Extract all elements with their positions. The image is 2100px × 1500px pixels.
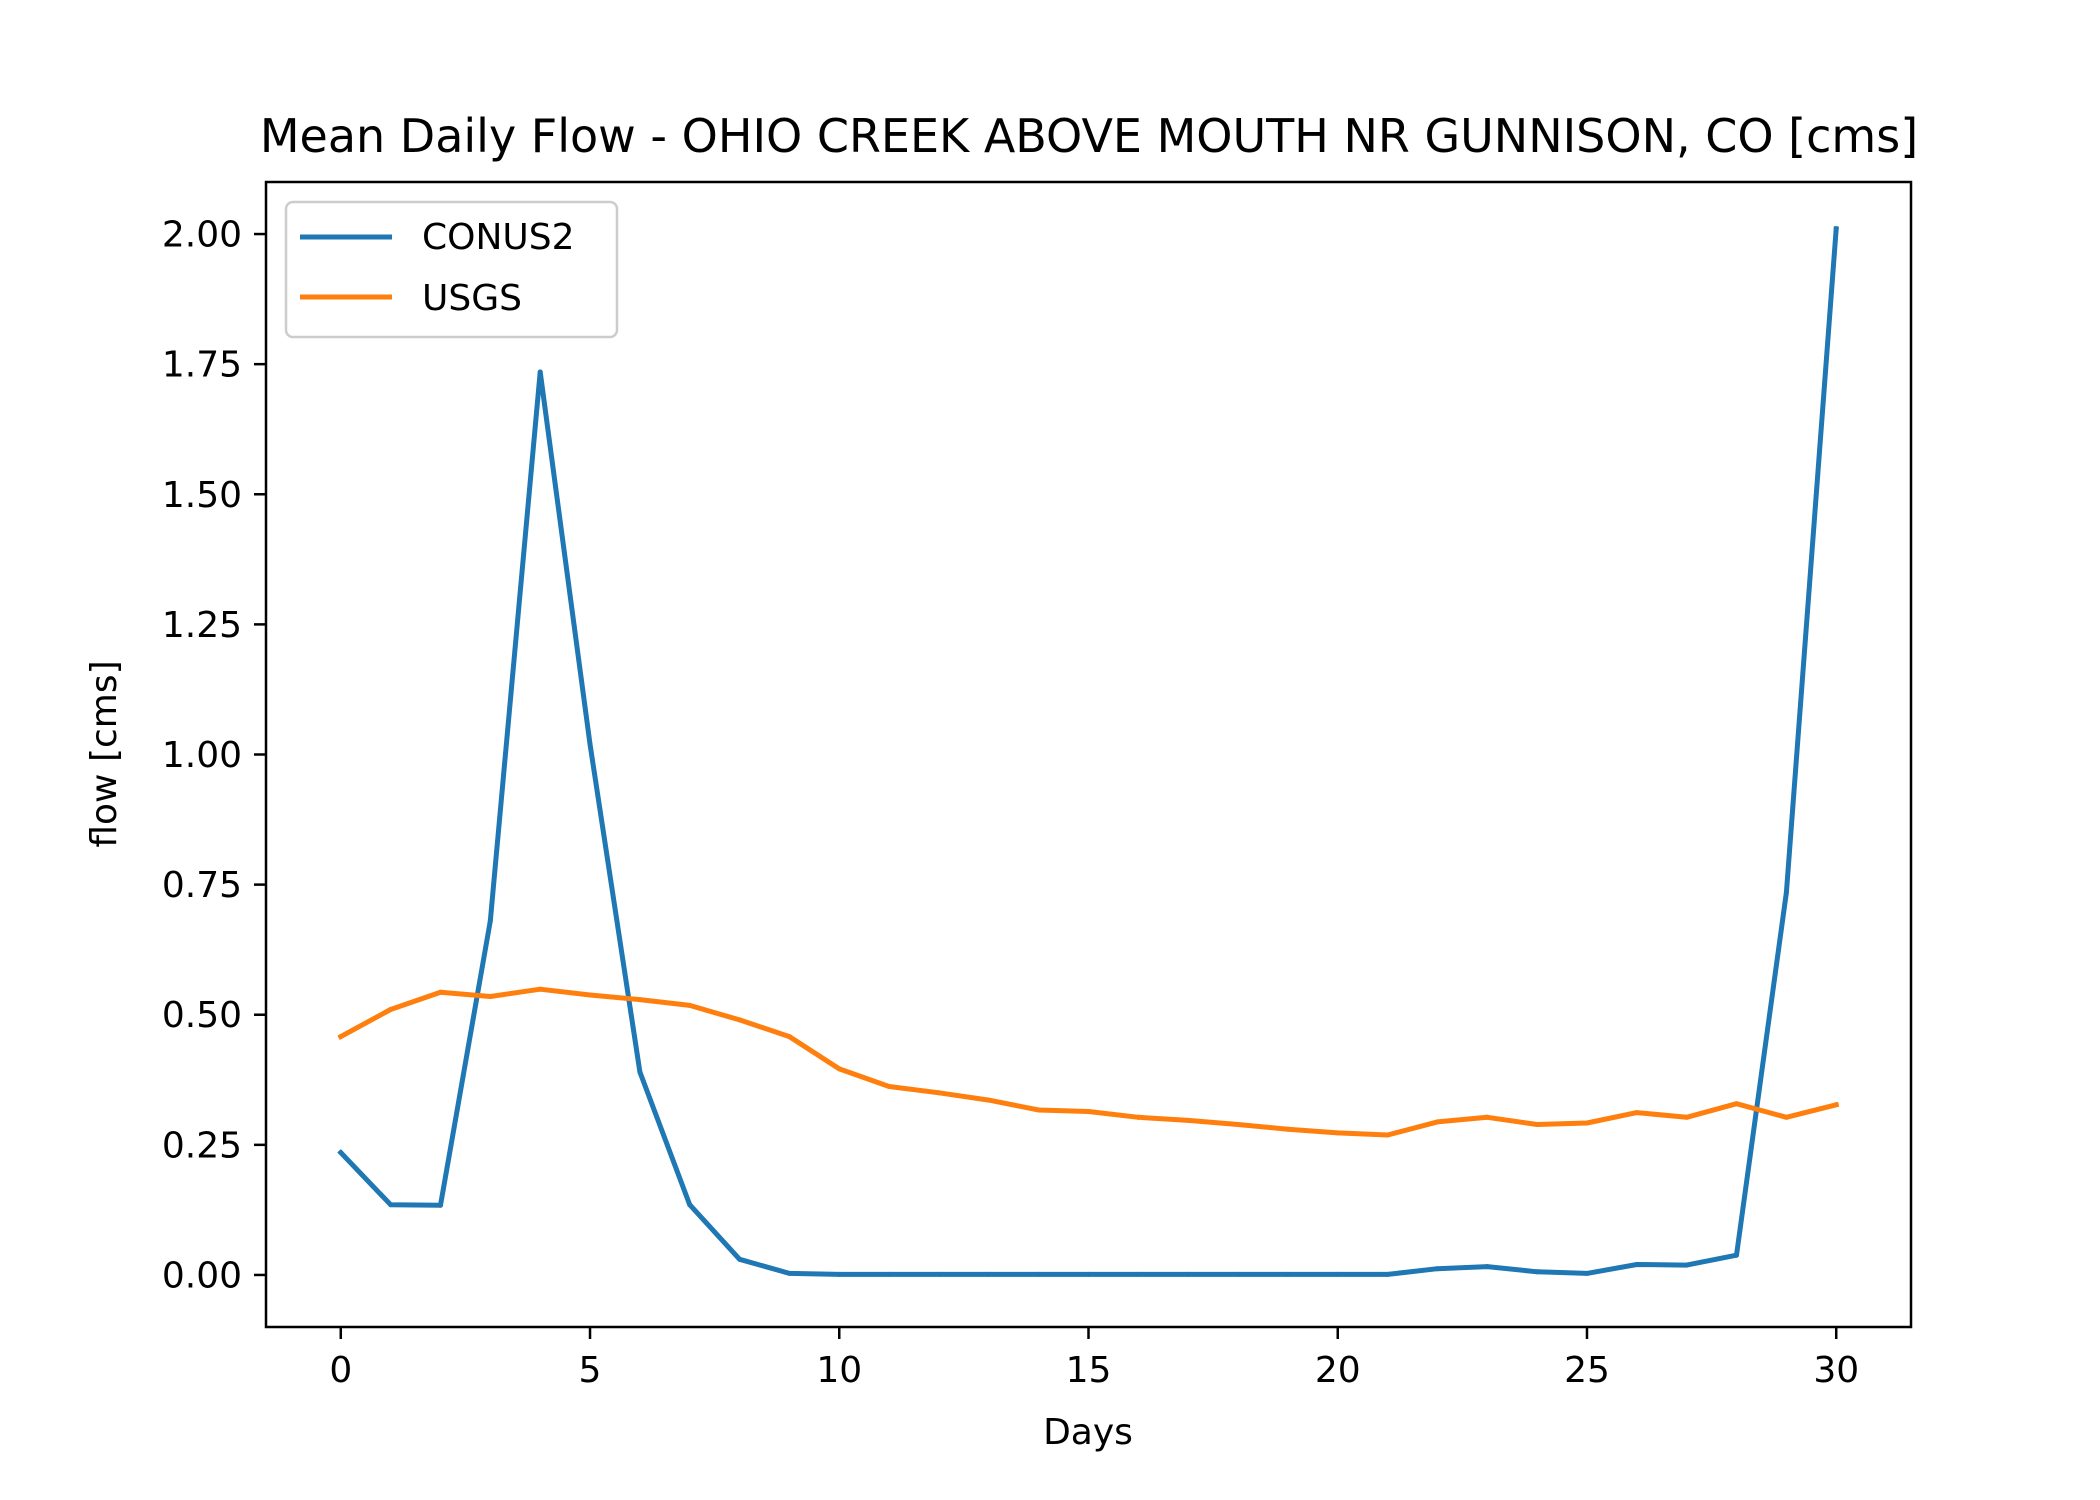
y-tick-label: 2.00 (162, 215, 242, 256)
data-point-usgs-26 (1634, 1110, 1640, 1116)
data-point-usgs-7 (687, 1002, 693, 1008)
data-point-usgs-10 (836, 1066, 842, 1072)
data-point-conus2-2 (438, 1202, 443, 1208)
x-tick-label: 5 (579, 1350, 602, 1391)
data-point-conus2-15 (1086, 1271, 1091, 1277)
data-point-conus2-20 (1335, 1271, 1341, 1277)
x-tick-label: 10 (816, 1350, 862, 1391)
y-tick-label: 0.50 (162, 995, 242, 1036)
y-tick-label: 1.75 (162, 345, 242, 386)
data-point-usgs-3 (487, 994, 493, 999)
data-point-usgs-16 (1135, 1114, 1141, 1120)
data-point-usgs-25 (1584, 1120, 1590, 1126)
data-point-usgs-17 (1185, 1117, 1191, 1123)
data-point-conus2-3 (487, 918, 493, 924)
data-point-conus2-19 (1285, 1271, 1291, 1277)
data-point-conus2-9 (786, 1270, 792, 1276)
data-point-usgs-5 (587, 992, 593, 998)
data-point-usgs-9 (786, 1034, 792, 1040)
data-point-usgs-27 (1684, 1114, 1690, 1120)
data-point-conus2-26 (1634, 1262, 1640, 1267)
data-point-usgs-8 (737, 1017, 743, 1023)
y-tick-label: 0.25 (162, 1125, 242, 1166)
data-point-conus2-21 (1385, 1271, 1391, 1277)
data-point-usgs-28 (1734, 1101, 1739, 1107)
data-point-usgs-24 (1534, 1122, 1540, 1127)
data-point-conus2-13 (986, 1271, 992, 1277)
data-point-usgs-4 (537, 986, 543, 992)
data-point-usgs-21 (1385, 1132, 1391, 1138)
y-tick-label: 1.50 (162, 475, 242, 516)
x-axis-ticks: 0 5 10 15 20 25 30 (329, 1327, 1859, 1391)
data-point-conus2-22 (1434, 1266, 1440, 1272)
data-point-usgs-29 (1783, 1114, 1789, 1120)
chart-title: Mean Daily Flow - OHIO CREEK ABOVE MOUTH… (260, 109, 1918, 163)
y-tick-label: 1.25 (162, 605, 242, 646)
data-point-conus2-17 (1185, 1271, 1191, 1277)
data-point-usgs-12 (936, 1090, 942, 1096)
data-point-usgs-30 (1833, 1102, 1839, 1108)
data-point-usgs-23 (1484, 1114, 1490, 1120)
data-point-conus2-18 (1235, 1271, 1241, 1277)
data-point-conus2-25 (1584, 1270, 1590, 1276)
data-point-usgs-6 (637, 997, 643, 1003)
x-tick-label: 25 (1564, 1350, 1610, 1391)
data-point-conus2-0 (338, 1150, 344, 1156)
data-point-usgs-20 (1335, 1130, 1341, 1136)
legend: CONUS2 USGS (284, 200, 619, 339)
x-tick-label: 20 (1315, 1350, 1361, 1391)
data-point-usgs-19 (1285, 1126, 1291, 1132)
data-point-conus2-14 (1036, 1271, 1042, 1277)
data-point-conus2-6 (637, 1069, 643, 1075)
y-tick-label: 1.00 (162, 735, 242, 776)
data-point-usgs-1 (388, 1007, 394, 1012)
data-point-usgs-18 (1235, 1122, 1241, 1127)
data-point-conus2-29 (1783, 889, 1789, 895)
data-point-usgs-14 (1036, 1107, 1042, 1113)
x-tick-label: 0 (329, 1350, 352, 1391)
data-point-usgs-22 (1434, 1119, 1440, 1125)
plot-lines (337, 226, 1840, 1277)
data-point-conus2-16 (1135, 1271, 1141, 1277)
y-axis-label: flow [cms] (84, 660, 125, 847)
x-tick-label: 30 (1813, 1350, 1859, 1391)
data-point-conus2-7 (687, 1202, 693, 1208)
data-point-conus2-5 (587, 741, 593, 747)
data-point-conus2-8 (737, 1256, 743, 1262)
y-tick-label: 0.75 (162, 865, 242, 906)
data-point-conus2-30 (1833, 226, 1839, 232)
data-point-conus2-12 (936, 1271, 942, 1277)
data-point-usgs-0 (338, 1034, 344, 1040)
y-tick-label: 0.00 (162, 1255, 242, 1296)
x-axis-label: Days (1043, 1412, 1133, 1453)
y-axis-ticks: 0.00 0.25 0.50 0.75 1.00 1.25 1.50 1.75 2.00 (162, 215, 266, 1296)
data-point-conus2-10 (836, 1271, 842, 1277)
x-tick-label: 15 (1066, 1350, 1112, 1391)
data-point-conus2-11 (886, 1271, 892, 1277)
data-point-conus2-27 (1684, 1262, 1690, 1268)
data-point-conus2-1 (388, 1202, 394, 1208)
data-point-usgs-2 (438, 989, 443, 995)
data-point-conus2-24 (1534, 1269, 1540, 1275)
data-point-conus2-23 (1484, 1264, 1490, 1270)
data-point-conus2-4 (537, 369, 543, 375)
data-point-usgs-13 (986, 1097, 992, 1103)
legend-label-conus2: CONUS2 (422, 217, 575, 258)
data-point-conus2-28 (1734, 1252, 1739, 1258)
data-point-usgs-11 (886, 1084, 892, 1089)
legend-label-usgs: USGS (422, 278, 522, 319)
data-point-usgs-15 (1086, 1109, 1091, 1114)
